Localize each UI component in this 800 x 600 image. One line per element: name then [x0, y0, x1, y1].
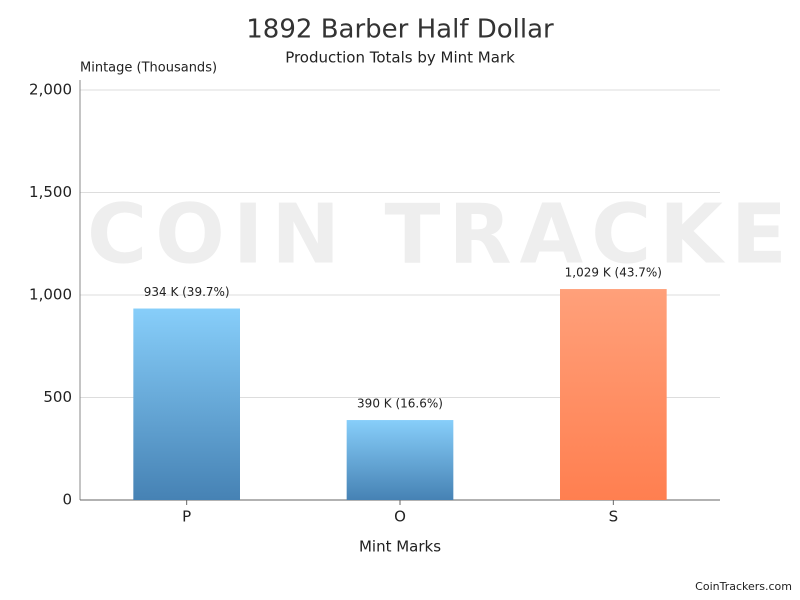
watermark: COIN TRACKERS	[87, 187, 800, 282]
x-axis-title: Mint Marks	[359, 538, 441, 556]
chart-title: 1892 Barber Half Dollar	[246, 15, 554, 45]
y-tick-label: 0	[62, 491, 72, 509]
y-tick-label: 500	[43, 388, 72, 406]
y-tick-label: 2,000	[29, 81, 72, 99]
y-axis-title: Mintage (Thousands)	[80, 61, 217, 76]
credit: CoinTrackers.com	[695, 580, 792, 593]
x-tick-label: P	[182, 508, 191, 526]
chart-subtitle: Production Totals by Mint Mark	[285, 49, 515, 67]
bar	[133, 309, 240, 500]
value-label: 1,029 K (43.7%)	[565, 266, 662, 280]
y-tick-label: 1,000	[29, 286, 72, 304]
x-tick-label: O	[394, 508, 406, 526]
value-label: 390 K (16.6%)	[357, 397, 443, 411]
value-label: 934 K (39.7%)	[144, 285, 230, 299]
bar	[560, 289, 667, 500]
y-tick-label: 1,500	[29, 183, 72, 201]
x-tick-label: S	[609, 508, 619, 526]
bar	[347, 420, 454, 500]
